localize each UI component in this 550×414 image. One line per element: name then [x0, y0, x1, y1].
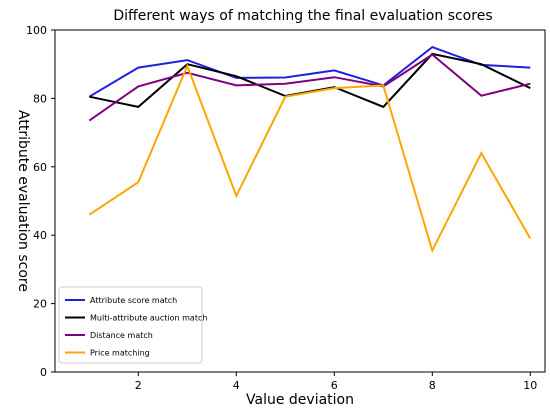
x-tick-label: 6 [331, 379, 338, 392]
y-tick-label: 60 [33, 161, 47, 174]
legend-box [58, 286, 203, 364]
y-tick-label: 100 [26, 24, 47, 37]
series-layer [88, 45, 532, 254]
y-axis: 0 20 40 60 80 100 [26, 24, 55, 379]
x-axis-label: Value deviation [246, 392, 354, 408]
y-tick-label: 40 [33, 229, 47, 242]
legend-label: Distance match [90, 331, 153, 340]
plot-frame [54, 29, 546, 373]
legend-label: Price matching [90, 349, 150, 358]
x-tick-label: 4 [233, 379, 240, 392]
legend: Attribute score match Multi-attribute auc… [58, 286, 207, 364]
legend-label: Attribute score match [90, 296, 177, 305]
x-tick-label: 2 [135, 379, 142, 392]
legend-label: Multi-attribute auction match [90, 314, 207, 323]
chart-title: Different ways of matching the final eva… [113, 8, 492, 24]
series-line-3 [88, 53, 531, 122]
y-tick-label: 20 [33, 298, 47, 311]
x-tick-label: 8 [429, 379, 436, 392]
series-line-4 [88, 63, 532, 254]
y-axis-label: Attribute evaluation score [15, 110, 31, 292]
y-tick-label: 80 [33, 92, 47, 105]
y-tick-label: 0 [40, 366, 47, 379]
series-line-1 [88, 45, 531, 98]
x-axis: 2 4 6 8 10 [135, 372, 537, 392]
x-tick-label: 10 [523, 379, 537, 392]
